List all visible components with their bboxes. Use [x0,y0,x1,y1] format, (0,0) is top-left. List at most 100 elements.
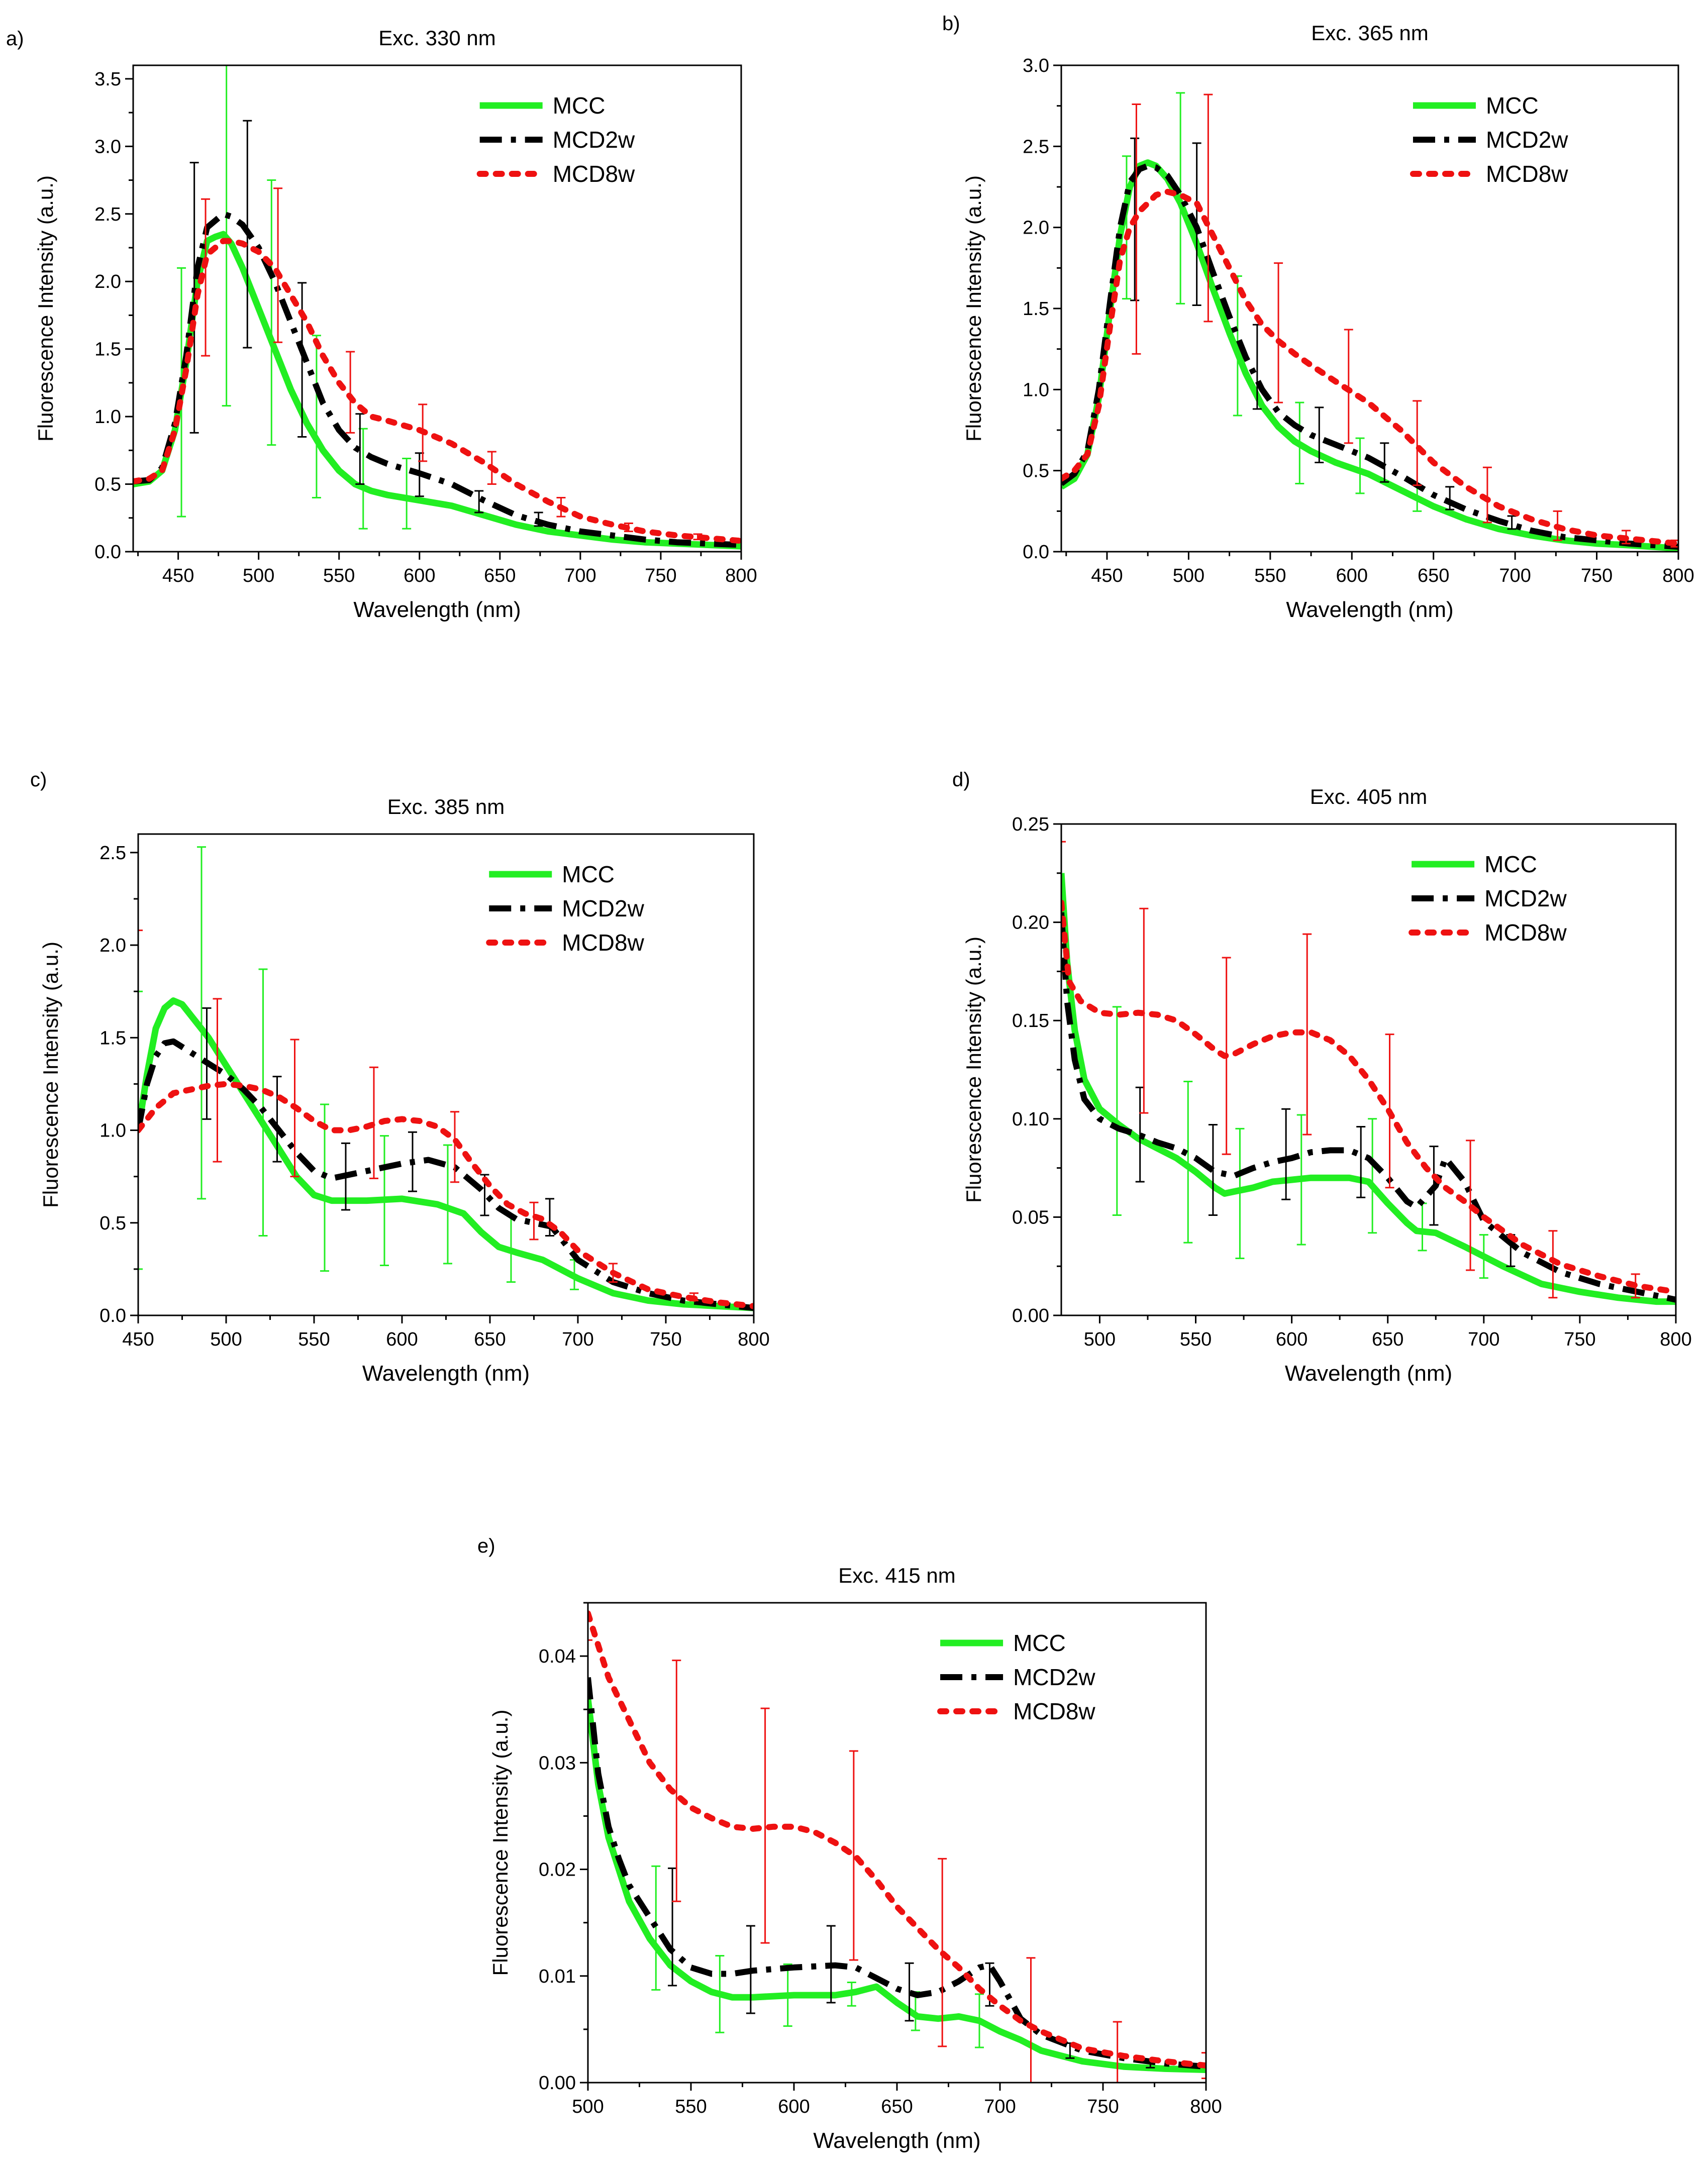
y-tick-label: 1.0 [94,406,121,428]
error-bar-mcc [1183,1080,1193,1244]
x-tick-label: 800 [1660,1329,1691,1350]
error-bar-mcc [1355,437,1365,494]
plot-frame [132,64,742,553]
series-line-mcd8w [1061,899,1676,1295]
y-axis-label: Fluorescence Intensity (a.u.) [488,1710,512,1976]
chart-title: Exc. 330 nm [378,26,495,50]
chart-panel-c: c) Exc. 385 nm 450 500 550 600 650 700 750 800 0.0… [30,769,770,1386]
x-tick-label: 500 [243,565,274,586]
x-axis-label: Wavelength (nm) [353,597,521,622]
y-tick-label: 0.0 [1023,542,1049,563]
x-tick-label: 650 [474,1329,506,1350]
x-tick-label: 650 [484,565,516,586]
x-tick-label: 700 [984,2096,1016,2117]
error-bar-mcd2w [545,1198,554,1237]
x-tick-label: 450 [162,565,194,586]
error-bar-mcd2w [297,282,307,438]
y-tick-label: 0.25 [1012,814,1049,835]
series-line-mcc [1061,873,1676,1305]
x-tick-label: 700 [1499,565,1531,586]
error-bar-mcd2w [1356,1125,1366,1198]
error-bar-mcd8w [1274,262,1283,403]
legend-label-mcd8w: MCD8w [562,930,644,956]
y-axis-label: Fluorescence Intensity (a.u.) [962,937,985,1203]
legend-label-mcd2w: MCD2w [1013,1664,1095,1690]
legend-label-mcc: MCC [562,861,615,887]
x-tick-label: 700 [564,565,596,586]
x-tick-label: 550 [323,565,355,586]
legend-label-mcd2w: MCD2w [1486,127,1568,153]
legend-label-mcc: MCC [1486,92,1539,119]
series-line-mcc [1061,159,1678,552]
y-tick-label: 3.5 [94,69,121,90]
x-tick-label: 600 [404,565,435,586]
error-bar-mcd8w [450,1111,459,1183]
legend-label-mcc: MCC [1484,851,1537,877]
y-tick-label: 0.0 [99,1305,126,1326]
legend: MCC MCD2w MCD8w [937,1630,1095,1724]
y-tick-label: 0.5 [99,1213,126,1234]
x-tick-label: 750 [1581,565,1613,586]
y-tick-label: 1.0 [1023,379,1049,400]
error-bar-mcd8w [1482,466,1492,524]
y-tick-label: 2.0 [99,935,126,956]
chart-title: Exc. 385 nm [387,795,505,818]
x-tick-label: 800 [725,565,757,586]
error-bar-mcd8w [1548,1230,1558,1299]
x-tick-label: 600 [386,1329,418,1350]
x-axis-label: Wavelength (nm) [1285,1361,1452,1386]
y-axis-label: Fluorescence Intensity (a.u.) [34,175,57,442]
error-bar-mcc [267,179,276,446]
error-bar-mcd8w [1061,841,1066,972]
error-bar-mcd2w [1281,1108,1291,1200]
error-bar-mcd8w [672,1660,681,1902]
chart-title: Exc. 365 nm [1311,21,1428,45]
error-bar-mcd2w [1380,442,1389,483]
error-bar-mcc [197,846,206,1200]
error-bar-mcd2w [905,1962,914,2022]
error-bar-mcd8w [201,198,211,357]
plot-area [138,846,754,1315]
legend: MCC MCD2w MCD8w [1409,851,1567,946]
x-tick-label: 650 [1372,1329,1403,1350]
panel-label: a) [6,28,24,50]
error-bar-mcc [402,457,412,530]
legend: MCC MCD2w MCD8w [476,92,635,187]
error-bar-mcd8w [213,998,222,1163]
series-line-mcd2w [588,1677,1206,2070]
error-bar-mcd8w [1302,933,1312,1136]
legend: MCC MCD2w MCD8w [486,861,645,956]
y-tick-label: 1.5 [94,339,121,360]
x-tick-label: 550 [1180,1329,1212,1350]
y-tick-label: 2.5 [99,843,126,864]
error-bar-mcd2w [474,490,484,513]
x-tick-label: 800 [738,1329,769,1350]
error-bar-mcd8w [760,1707,770,1944]
error-bar-mcc [443,1144,452,1265]
error-bar-mcd2w [1135,1086,1145,1183]
x-tick-label: 600 [778,2096,810,2117]
error-bar-mcd8w [1113,2021,1122,2083]
x-tick-label: 500 [572,2096,604,2117]
chart-title: Exc. 405 nm [1310,785,1427,808]
legend-label-mcd2w: MCD2w [553,127,635,153]
error-bar-mcd8w [346,351,355,434]
y-tick-label: 0.0 [94,542,121,563]
legend-label-mcd8w: MCD8w [553,161,635,187]
y-tick-label: 2.5 [94,204,121,225]
error-bar-mcd2w [668,1867,677,1987]
x-axis-label: Wavelength (nm) [1286,597,1453,622]
legend-label-mcd8w: MCD8w [1486,161,1568,187]
x-tick-label: 800 [1190,2096,1222,2117]
plot-area [133,65,741,550]
y-axis-label: Fluorescence Intensity (a.u.) [39,942,62,1208]
plot-area [1061,841,1676,1305]
y-tick-label: 0.00 [1012,1305,1049,1326]
x-axis-label: Wavelength (nm) [813,2128,980,2153]
error-bar-mcd8w [849,1750,858,1961]
error-bar-mcd8w [273,187,283,343]
legend-label-mcd8w: MCD8w [1484,919,1567,946]
error-bar-mcd8w [1201,2052,1206,2080]
legend-label-mcd2w: MCD2w [1484,885,1567,911]
error-bar-mcc [1112,1006,1122,1216]
